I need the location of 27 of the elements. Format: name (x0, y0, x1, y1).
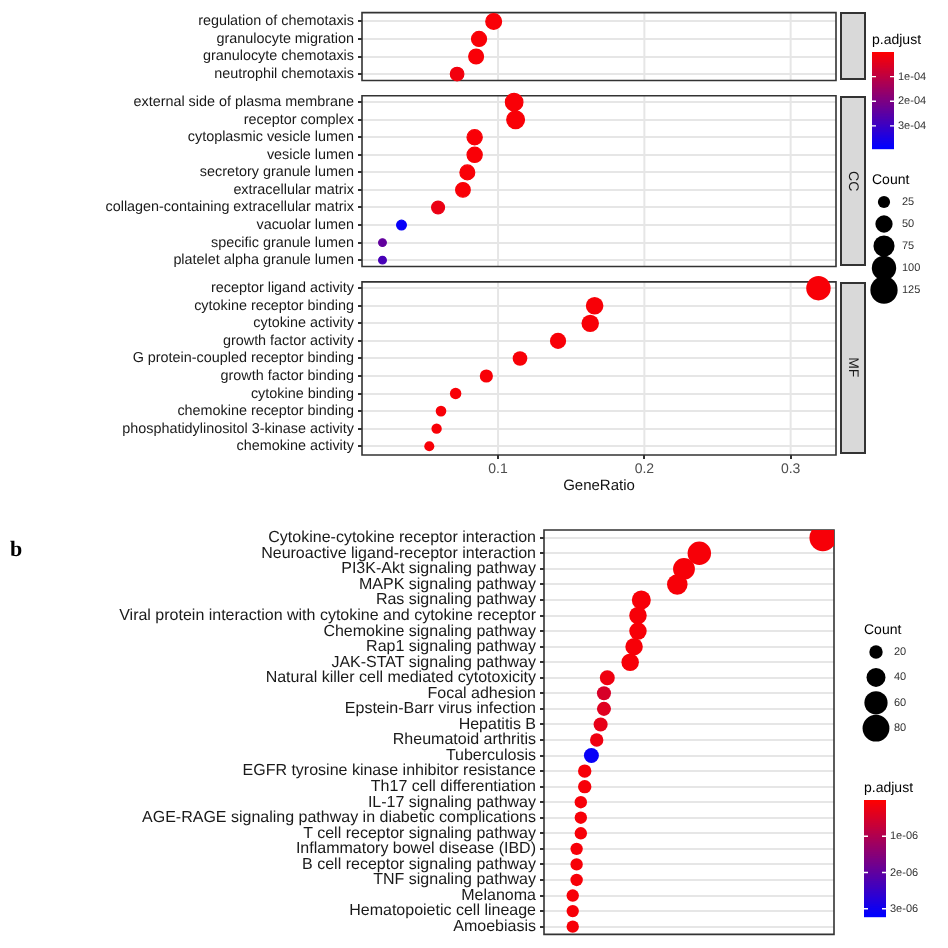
y-tick-label: Tuberculosis (445, 745, 536, 764)
y-tick-label: Ras signaling pathway (375, 590, 536, 609)
y-tick-label: Inflammatory bowel disease (IBD) (295, 839, 537, 858)
y-tick-label: Viral protein interaction with cytokine and cytokine receptor (119, 605, 537, 624)
y-tick-label: Melanoma (461, 885, 538, 904)
y-tick-label: Focal adhesion (427, 683, 536, 702)
y-tick-label: Cytokine-cytokine receptor interaction (268, 528, 536, 547)
y-tick-label: Chemokine signaling pathway (323, 621, 536, 640)
y-tick-label: EGFR tyrosine kinase inhibitor resistance (242, 761, 538, 780)
y-tick-label: MAPK signaling pathway (359, 574, 536, 593)
y-tick-label: AGE-RAGE signaling pathway in diabetic complications (142, 808, 536, 827)
y-tick-label: JAK-STAT signaling pathway (331, 652, 536, 671)
y-tick-label: IL-17 signaling pathway (367, 792, 536, 811)
y-tick-label: B cell receptor signaling pathway (302, 854, 536, 873)
y-tick-label: TNF signaling pathway (373, 870, 536, 889)
y-tick-label: Epstein-Barr virus infection (344, 699, 536, 718)
text: b (10, 537, 23, 562)
y-tick-label: Hematopoietic cell lineage (349, 901, 538, 920)
y-tick-label: Rap1 signaling pathway (366, 637, 536, 656)
y-tick-label: PI3K-Akt signaling pathway (341, 559, 536, 578)
y-tick-label: Hepatitis B (458, 714, 536, 733)
y-tick-label: T cell receptor signaling pathway (303, 823, 536, 842)
y-tick-label: Th17 cell differentiation (370, 777, 536, 796)
y-tick-label: Amoebiasis (453, 917, 536, 936)
y-tick-label: Neuroactive ligand-receptor interaction (261, 543, 536, 562)
y-tick-label: Natural killer cell mediated cytotoxicity (265, 668, 536, 687)
y-tick-label: Rheumatoid arthritis (392, 730, 536, 749)
